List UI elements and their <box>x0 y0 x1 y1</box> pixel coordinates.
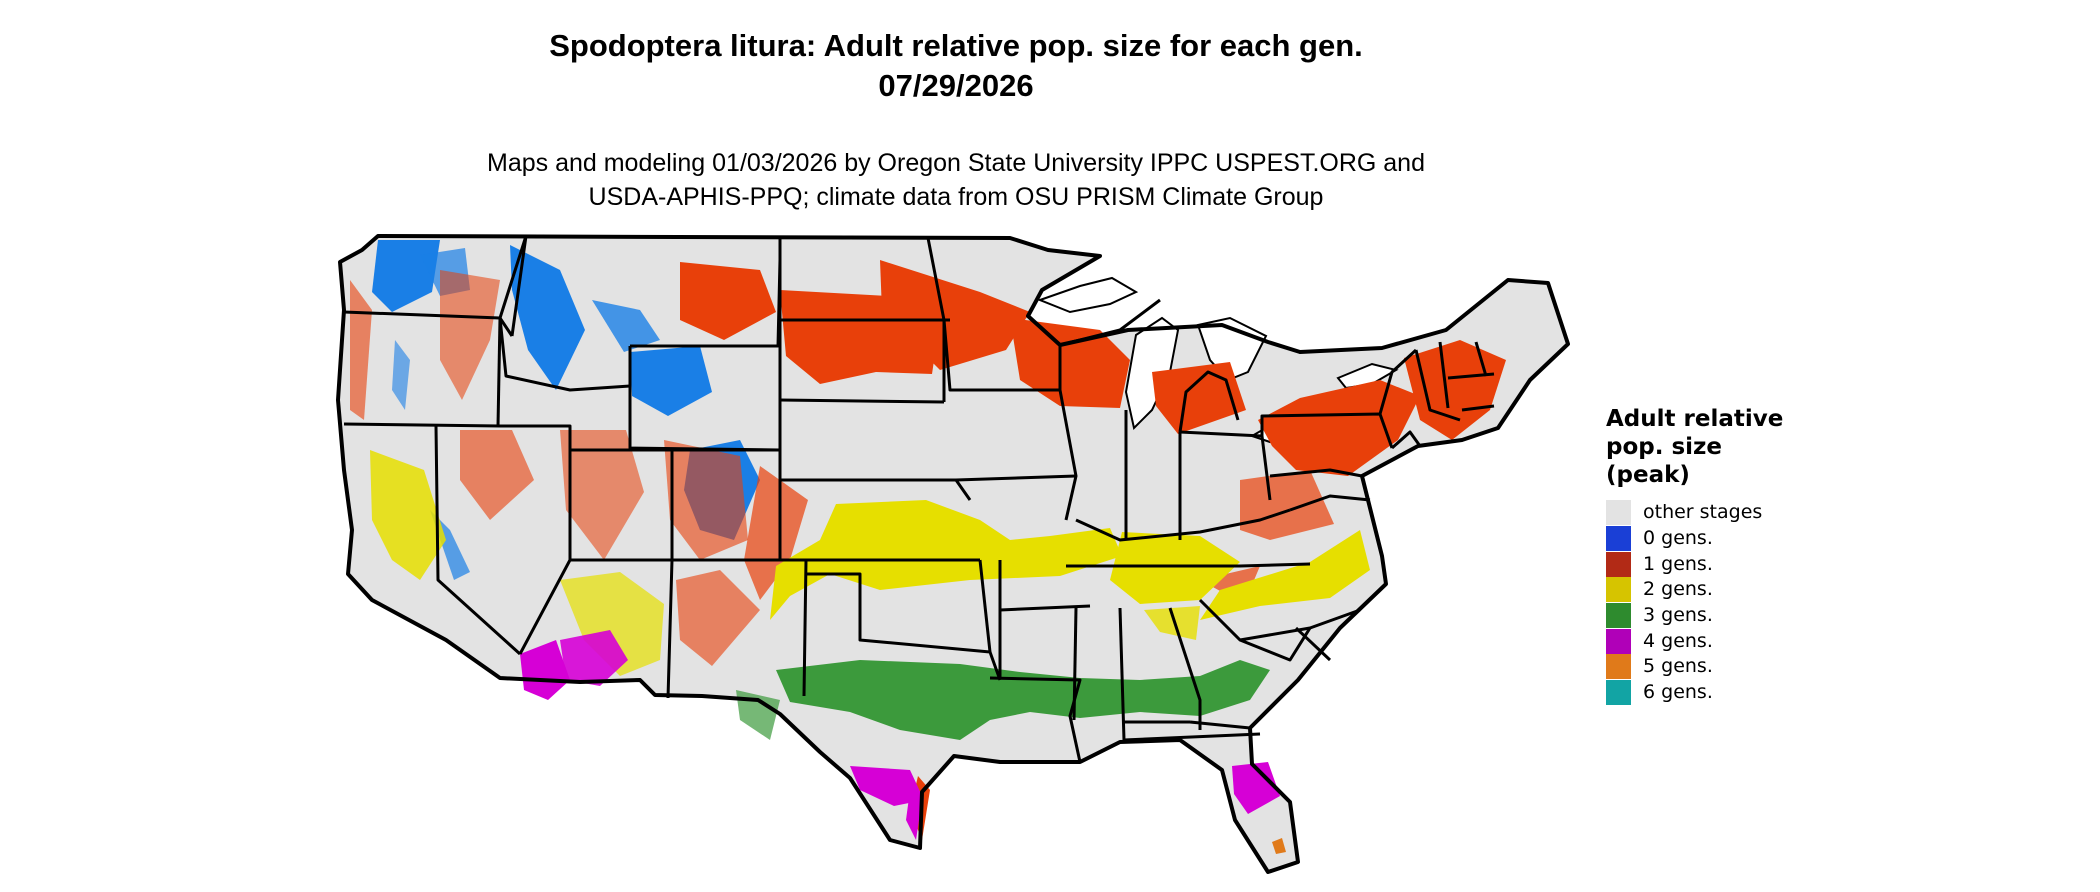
lake-ontario <box>1336 362 1399 390</box>
map-credit-line2: USDA-APHIS-PPQ; climate data from OSU PR… <box>588 183 1324 211</box>
legend-title-line1: Adult relative <box>1606 406 1784 432</box>
legend-title-line3: (peak) <box>1606 462 1690 488</box>
legend-swatch <box>1606 526 1631 552</box>
legend-swatch <box>1606 500 1631 526</box>
legend-item: 1 gens. <box>1606 551 1906 577</box>
legend-label: other stages <box>1643 501 1763 524</box>
legend-title-line2: pop. size <box>1606 434 1723 460</box>
legend-label: 3 gens. <box>1643 604 1713 627</box>
legend-swatch <box>1606 680 1631 706</box>
state-borders <box>336 234 1570 874</box>
legend-item: 3 gens. <box>1606 603 1906 629</box>
gen4-regions <box>520 630 1280 840</box>
legend-item: 5 gens. <box>1606 654 1906 680</box>
map-credit-line1: Maps and modeling 01/03/2026 by Oregon S… <box>487 149 1425 177</box>
map-title: Spodoptera litura: Adult relative pop. s… <box>549 28 1363 63</box>
legend-item: 0 gens. <box>1606 526 1906 552</box>
map-date: 07/29/2026 <box>878 68 1034 103</box>
legend-swatch <box>1606 551 1631 577</box>
legend-swatch <box>1606 577 1631 603</box>
legend-label: 4 gens. <box>1643 629 1713 652</box>
legend-item: 4 gens. <box>1606 628 1906 654</box>
gen3-regions <box>736 660 1270 740</box>
legend-label: 2 gens. <box>1643 578 1713 601</box>
legend-item: 2 gens. <box>1606 577 1906 603</box>
title-block: Spodoptera litura: Adult relative pop. s… <box>0 26 1912 214</box>
us-map <box>336 234 1570 874</box>
legend-label: 6 gens. <box>1643 681 1713 704</box>
legend-item: 6 gens. <box>1606 680 1906 706</box>
legend-title: Adult relative pop. size (peak) <box>1606 405 1906 489</box>
legend-items: other stages 0 gens. 1 gens. 2 gens. 3 gens.… <box>1606 500 1906 706</box>
legend-item: other stages <box>1606 500 1906 526</box>
legend-swatch <box>1606 654 1631 680</box>
legend-swatch <box>1606 603 1631 629</box>
lake-superior <box>1037 276 1139 314</box>
legend-swatch <box>1606 628 1631 654</box>
legend-label: 1 gens. <box>1643 552 1713 575</box>
legend: Adult relative pop. size (peak) other st… <box>1606 405 1906 706</box>
legend-label: 0 gens. <box>1643 527 1713 550</box>
legend-label: 5 gens. <box>1643 655 1713 678</box>
gen5-regions <box>1272 838 1286 854</box>
